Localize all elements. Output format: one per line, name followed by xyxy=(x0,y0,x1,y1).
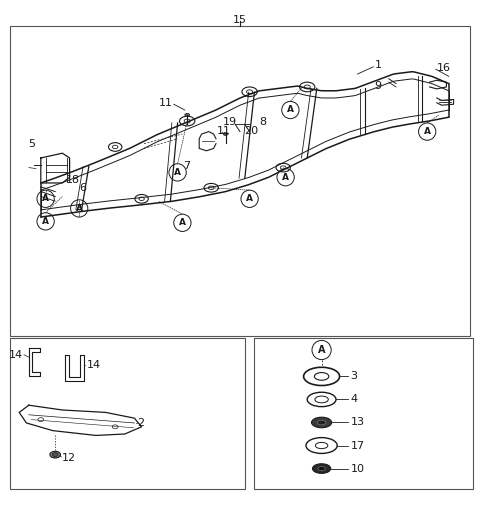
Text: 11: 11 xyxy=(217,126,231,136)
Text: 12: 12 xyxy=(61,453,75,463)
Text: 4: 4 xyxy=(350,394,358,404)
Text: 16: 16 xyxy=(437,63,451,73)
Text: 11: 11 xyxy=(159,98,173,108)
Text: A: A xyxy=(76,204,83,213)
Text: 3: 3 xyxy=(350,371,358,382)
Text: 8: 8 xyxy=(259,117,266,127)
Ellipse shape xyxy=(312,464,331,473)
Text: A: A xyxy=(246,194,253,203)
Text: 10: 10 xyxy=(350,464,364,473)
Ellipse shape xyxy=(318,467,325,470)
Text: 13: 13 xyxy=(350,418,364,427)
Ellipse shape xyxy=(317,420,326,425)
Text: A: A xyxy=(42,194,49,203)
Text: 19: 19 xyxy=(223,117,237,127)
Ellipse shape xyxy=(52,453,58,457)
Ellipse shape xyxy=(185,113,190,116)
Text: 1: 1 xyxy=(374,60,382,71)
Ellipse shape xyxy=(50,451,60,458)
Text: A: A xyxy=(318,345,325,355)
Text: 18: 18 xyxy=(66,175,80,184)
Text: A: A xyxy=(174,168,181,177)
Text: 17: 17 xyxy=(350,440,364,451)
Text: A: A xyxy=(282,173,289,182)
Text: 14: 14 xyxy=(9,350,23,360)
Text: 2: 2 xyxy=(137,418,144,428)
Ellipse shape xyxy=(223,133,228,136)
Text: 20: 20 xyxy=(244,126,258,136)
Text: 6: 6 xyxy=(79,183,86,193)
Text: A: A xyxy=(424,127,431,136)
Text: A: A xyxy=(179,218,186,227)
Text: 7: 7 xyxy=(183,161,191,171)
Text: 15: 15 xyxy=(233,15,247,25)
Ellipse shape xyxy=(312,417,332,428)
Bar xyxy=(254,338,473,489)
Bar xyxy=(10,338,245,489)
Text: 9: 9 xyxy=(374,81,382,91)
Text: 14: 14 xyxy=(86,360,100,370)
Text: A: A xyxy=(42,217,49,226)
Text: 5: 5 xyxy=(28,139,35,149)
Bar xyxy=(10,26,470,336)
Text: A: A xyxy=(287,106,294,114)
